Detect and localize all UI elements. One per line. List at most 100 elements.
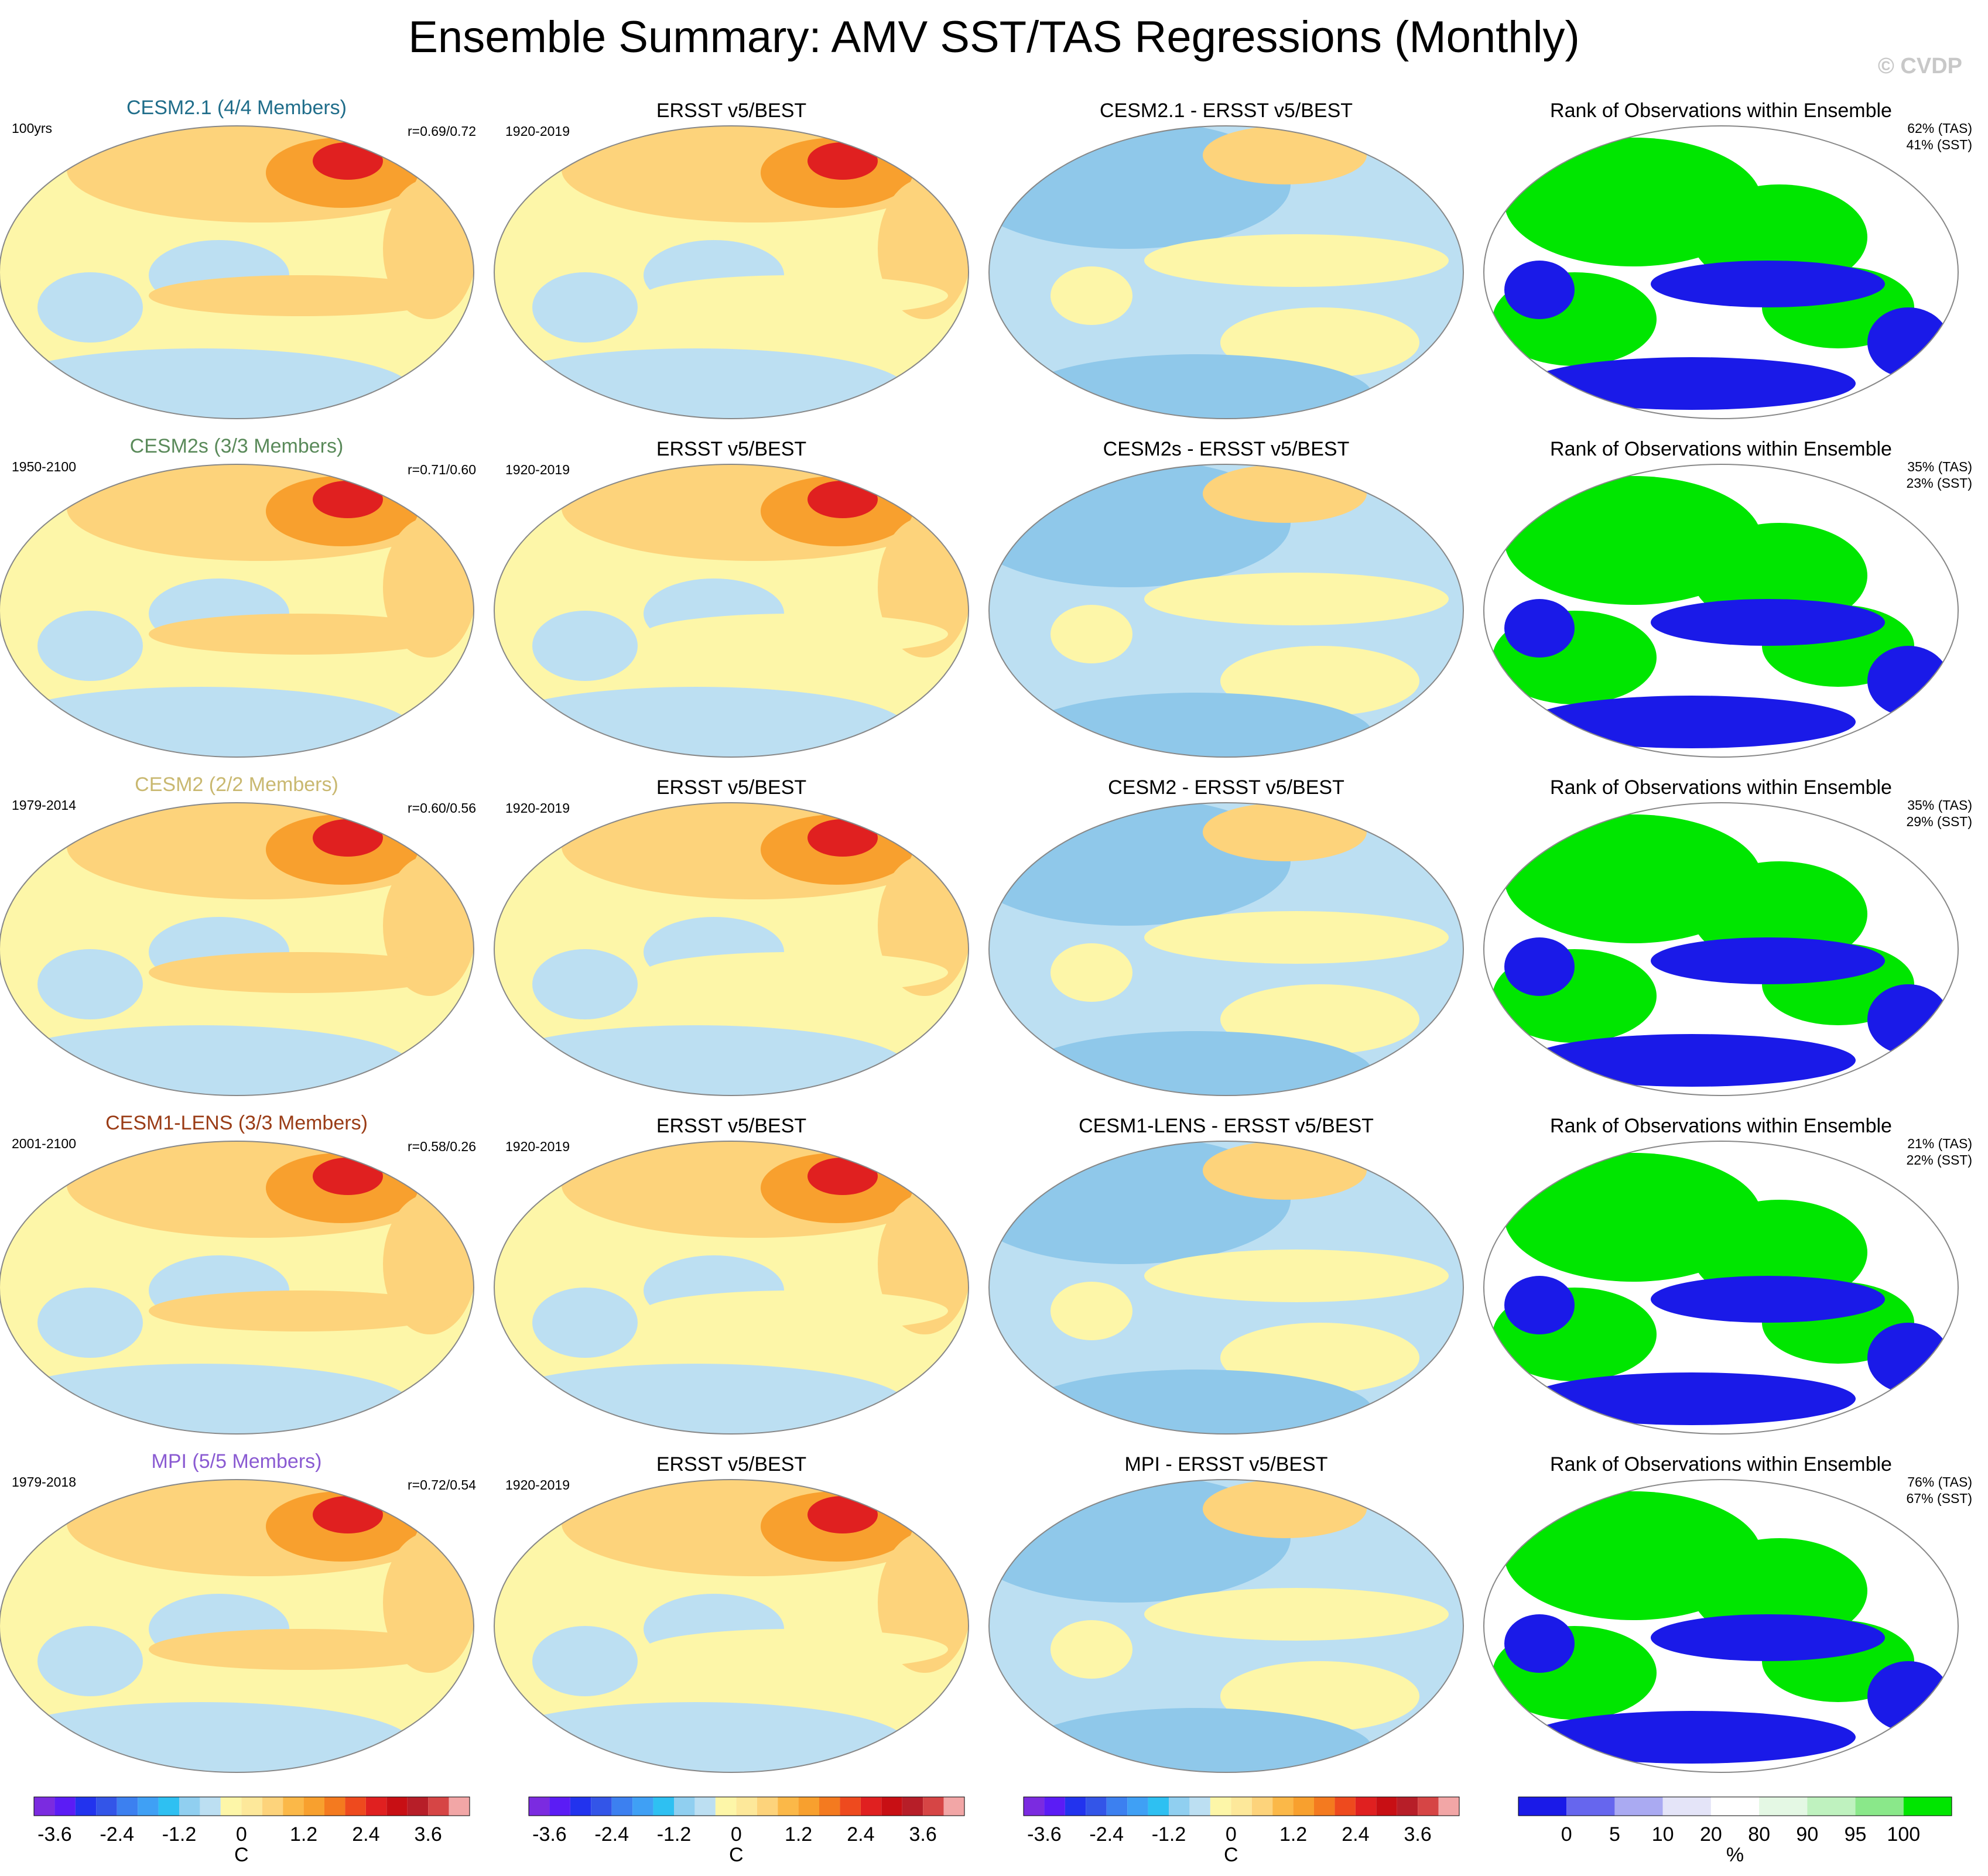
- map-panel-1-1: [0, 126, 474, 419]
- colorbar-segment: [138, 1797, 159, 1816]
- model-title: MPI (5/5 Members): [152, 1450, 322, 1473]
- anomaly-warm: [644, 1290, 948, 1331]
- model-period: 1979-2018: [12, 1474, 76, 1490]
- anomaly-cold: [37, 1288, 143, 1358]
- colorbar-segment: [757, 1797, 778, 1816]
- anomaly-cold: [532, 611, 638, 681]
- colorbar-segment: [943, 1797, 964, 1816]
- anomaly-cold: [0, 348, 412, 419]
- map-panel-4-3: [989, 1141, 1463, 1434]
- colorbar-segment: [1044, 1797, 1065, 1816]
- colorbar-segment: [1438, 1797, 1459, 1816]
- map-panel-3-2: [494, 803, 969, 1096]
- colorbar-tick-label: -2.4: [1089, 1823, 1124, 1846]
- colorbar-segment: [736, 1797, 757, 1816]
- colorbar-segment: [96, 1797, 117, 1816]
- map-panel-5-1: [0, 1480, 474, 1772]
- anomaly-cold: [494, 1702, 907, 1772]
- map-panel-2-4: [1484, 464, 1958, 757]
- anomaly-warm: [149, 275, 453, 316]
- map-panel-4-2: [494, 1141, 969, 1434]
- map-outline: [1483, 464, 1959, 758]
- map-outline: [0, 1141, 474, 1435]
- colorbar-segment: [632, 1797, 653, 1816]
- colorbar-segment: [902, 1797, 923, 1816]
- colorbar-tick-label: -2.4: [594, 1823, 629, 1846]
- rank-low: [1867, 984, 1949, 1055]
- colorbar-segment: [1759, 1797, 1808, 1816]
- rank-title: Rank of Observations within Ensemble: [1550, 1115, 1892, 1137]
- rank-title: Rank of Observations within Ensemble: [1550, 1453, 1892, 1476]
- colorbar-tick-label: -1.2: [162, 1823, 197, 1846]
- colorbar-segment: [1189, 1797, 1210, 1816]
- obs-title: ERSST v5/BEST: [656, 1453, 806, 1476]
- colorbar-segment: [283, 1797, 304, 1816]
- colorbar-segment: [778, 1797, 799, 1816]
- colorbar-segment: [1169, 1797, 1190, 1816]
- obs-title: ERSST v5/BEST: [656, 1115, 806, 1137]
- obs-period: 1920-2019: [505, 124, 570, 139]
- colorbar-segment: [34, 1797, 55, 1816]
- rank-low: [1651, 1276, 1885, 1323]
- colorbar-segment: [1148, 1797, 1169, 1816]
- anomaly-hot: [313, 481, 383, 518]
- anomaly-hot: [313, 142, 383, 180]
- obs-period: 1920-2019: [505, 1139, 570, 1154]
- anomaly-warm: [149, 1629, 453, 1670]
- colorbar-segment: [1807, 1797, 1856, 1816]
- anomaly-cold: [37, 611, 143, 681]
- colorbar-segment: [1662, 1797, 1711, 1816]
- model-period: 2001-2100: [12, 1136, 76, 1151]
- colorbar-tick-label: 3.6: [1404, 1823, 1432, 1846]
- colorbar-segment: [881, 1797, 902, 1816]
- anomaly-hot: [807, 481, 878, 518]
- map-panel-4-4: [1484, 1141, 1958, 1434]
- map-panel-2-1: [0, 464, 474, 757]
- rank-low: [1528, 1034, 1856, 1087]
- colorbar-tick-label: 1.2: [785, 1823, 812, 1846]
- map-panel-5-3: [989, 1480, 1463, 1772]
- colorbar-segment: [1376, 1797, 1397, 1816]
- colorbar-segment: [200, 1797, 221, 1816]
- colorbar-tick-label: -3.6: [532, 1823, 567, 1846]
- colorbar-segment: [117, 1797, 138, 1816]
- rank-low: [1651, 599, 1885, 646]
- colorbar-segment: [1086, 1797, 1107, 1816]
- map-outline: [1483, 1141, 1959, 1435]
- colorbar-frame: [1518, 1796, 1952, 1816]
- colorbar-tick-label: 80: [1748, 1823, 1770, 1846]
- rank-sst: 23% (SST): [1907, 475, 1972, 491]
- anomaly-warm: [149, 952, 453, 993]
- colorbar-segment: [1355, 1797, 1377, 1816]
- colorbar-tick-label: 95: [1845, 1823, 1867, 1846]
- colorbar-segment: [386, 1797, 408, 1816]
- rank-title: Rank of Observations within Ensemble: [1550, 438, 1892, 460]
- colorbar-segment: [1518, 1797, 1567, 1816]
- colorbar-segment: [241, 1797, 262, 1816]
- anomaly-cold: [532, 272, 638, 343]
- colorbar-segment: [1614, 1797, 1663, 1816]
- anomaly-warm: [1051, 1282, 1132, 1340]
- colorbar-segment: [653, 1797, 674, 1816]
- colorbar-segment: [1335, 1797, 1356, 1816]
- colorbar-frame: [1023, 1796, 1460, 1816]
- colorbar-tick-label: 2.4: [352, 1823, 379, 1846]
- anomaly-hot: [807, 142, 878, 180]
- colorbar-frame: [33, 1796, 470, 1816]
- rank-low: [1504, 599, 1575, 658]
- map-outline: [1483, 1479, 1959, 1773]
- rank-sst: 41% (SST): [1907, 137, 1972, 152]
- map-outline: [0, 125, 474, 419]
- rank-title: Rank of Observations within Ensemble: [1550, 776, 1892, 799]
- anomaly-warm: [1144, 1249, 1449, 1302]
- colorbar-segment: [158, 1797, 179, 1816]
- colorbar-segment: [798, 1797, 819, 1816]
- map-panel-5-2: [494, 1480, 969, 1772]
- colorbar-tick-label: 2.4: [847, 1823, 874, 1846]
- anomaly-hot: [807, 1158, 878, 1195]
- map-panel-1-4: [1484, 126, 1958, 419]
- colorbar-segment: [529, 1797, 550, 1816]
- anomaly-cold: [37, 272, 143, 343]
- colorbar-units: %: [1726, 1844, 1744, 1866]
- rank-low: [1528, 1372, 1856, 1425]
